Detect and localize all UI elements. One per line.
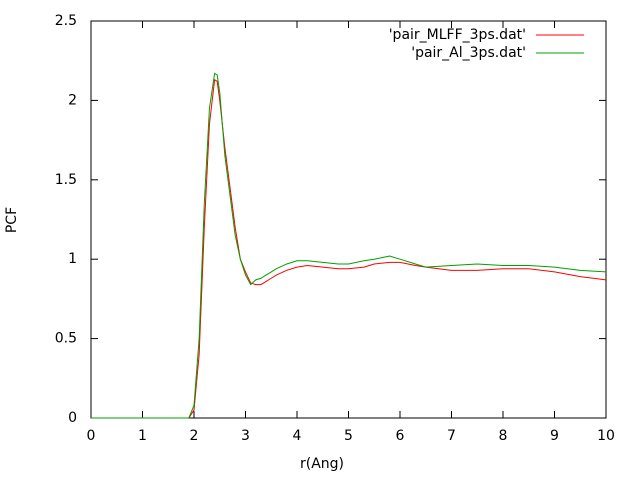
data-line bbox=[91, 72, 607, 419]
x-tick-label: 6 bbox=[396, 428, 405, 444]
y-tick-label: 1 bbox=[68, 251, 77, 267]
x-tick-label: 2 bbox=[190, 428, 199, 444]
y-tick-label: 2 bbox=[68, 92, 77, 108]
y-tick-label: 0.5 bbox=[55, 331, 77, 347]
y-tick-label: 2.5 bbox=[55, 13, 77, 29]
y-tick-label: 1.5 bbox=[55, 172, 77, 188]
x-tick-label: 5 bbox=[344, 428, 353, 444]
x-tick-label: 8 bbox=[499, 428, 508, 444]
legend-label: 'pair_MLFF_3ps.dat' bbox=[389, 27, 526, 43]
x-tick-label: 4 bbox=[293, 428, 302, 444]
x-tick-label: 3 bbox=[241, 428, 250, 444]
x-tick-label: 9 bbox=[550, 428, 559, 444]
x-tick-label: 1 bbox=[138, 428, 147, 444]
data-line bbox=[91, 78, 607, 419]
y-axis-label: PCF bbox=[4, 207, 20, 233]
y-tick-label: 0 bbox=[68, 410, 77, 426]
x-tick-label: 10 bbox=[597, 428, 615, 444]
x-axis-label: r(Ang) bbox=[300, 456, 344, 472]
legend-label: 'pair_Al_3ps.dat' bbox=[411, 45, 526, 61]
x-tick-label: 7 bbox=[447, 428, 456, 444]
x-tick-label: 0 bbox=[87, 428, 96, 444]
